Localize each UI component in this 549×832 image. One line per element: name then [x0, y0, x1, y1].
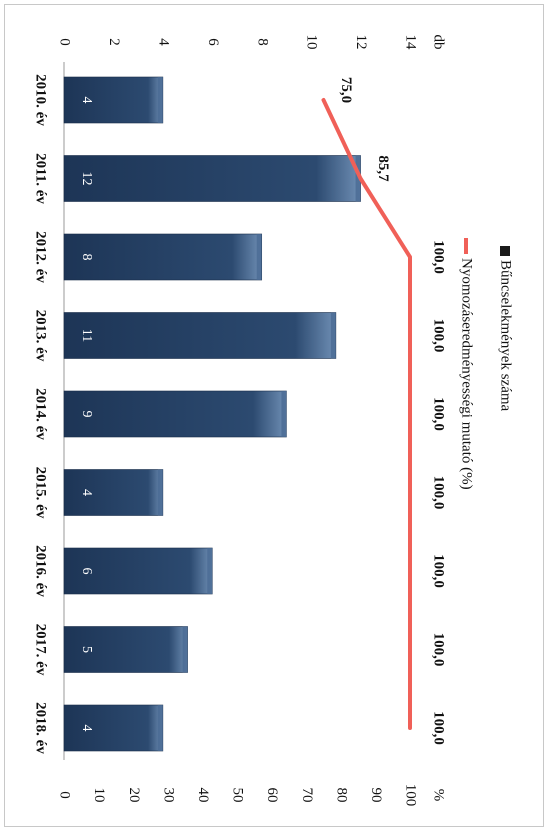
left-axis-tick-label: 4: [155, 38, 171, 46]
bar-end-highlight: [355, 155, 361, 202]
category-label: 2014. év: [33, 388, 49, 440]
bar: [63, 704, 164, 752]
category-label: 2015. év: [33, 467, 49, 519]
bar-end-highlight: [281, 391, 287, 437]
bar: [63, 626, 188, 673]
category-label: 2013. év: [33, 310, 49, 362]
category-label: 2017. év: [33, 624, 49, 676]
bar-value-label: 9: [79, 411, 94, 418]
line-value-label: 100,0: [431, 397, 447, 431]
bar-value-label: 4: [79, 97, 94, 104]
line-value-label: 100,0: [431, 633, 447, 667]
line-value-label: 100,0: [431, 240, 447, 274]
bar-value-label: 8: [79, 254, 94, 261]
left-axis-tick-label: 8: [254, 38, 270, 46]
right-axis-unit: %: [431, 789, 447, 802]
legend-label-bars: Bűncselekmények száma: [498, 260, 514, 412]
bar-value-label: 5: [79, 646, 94, 653]
bar-end-highlight: [157, 77, 163, 123]
legend-swatch-bars: [500, 246, 510, 256]
bar-end-highlight: [330, 312, 336, 359]
left-axis-tick-label: 12: [353, 35, 369, 50]
line-value-label: 100,0: [431, 711, 447, 745]
bar-end-highlight: [207, 548, 213, 594]
bar-value-label: 4: [79, 725, 94, 732]
bar-value-label: 11: [79, 329, 94, 342]
bar-value-label: 12: [79, 172, 94, 186]
bar-end-highlight: [182, 626, 188, 673]
left-axis-tick-label: 2: [106, 38, 122, 46]
line-value-label: 75,0: [338, 77, 354, 103]
bar-value-label: 6: [79, 568, 94, 575]
bar: [63, 469, 164, 516]
left-axis-tick-label: 0: [57, 38, 73, 46]
line-value-label: 100,0: [431, 476, 447, 510]
bar: [63, 76, 164, 124]
line-value-label: 100,0: [431, 319, 447, 353]
left-axis-unit: db: [431, 35, 447, 50]
line-value-label: 85,7: [375, 155, 391, 182]
bar: [63, 312, 337, 359]
bar-end-highlight: [157, 705, 163, 751]
right-axis-tick-label: 20: [126, 788, 142, 803]
right-axis-tick-label: 30: [160, 788, 176, 803]
left-axis-tick-label: 14: [403, 35, 419, 51]
category-label: 2010. év: [33, 74, 49, 126]
line-value-label: 100,0: [431, 554, 447, 588]
legend-label-line: Nyomozáseredményességi mutató (%): [459, 258, 475, 490]
right-axis-tick-label: 10: [91, 788, 107, 803]
category-label: 2011. év: [33, 153, 49, 204]
right-axis-tick-label: 70: [299, 788, 315, 803]
bar-value-label: 4: [79, 489, 94, 496]
bar: [63, 390, 287, 438]
bar: [63, 155, 361, 202]
bar-end-highlight: [256, 234, 262, 280]
category-label: 2012. év: [33, 231, 49, 283]
left-axis-tick-label: 10: [304, 35, 320, 50]
line-series: [321, 98, 412, 730]
right-axis-tick-label: 80: [333, 788, 349, 803]
legend: Bűncselekmények száma Nyomozáseredményess…: [459, 238, 514, 490]
right-axis-tick-label: 0: [57, 791, 73, 799]
category-label: 2018. év: [33, 702, 49, 754]
right-axis-tick-label: 60: [264, 788, 280, 803]
bar: [63, 547, 213, 595]
category-label: 2016. év: [33, 545, 49, 597]
right-axis-tick-label: 100: [403, 784, 419, 807]
right-axis-tick-label: 40: [195, 788, 211, 803]
bar: [63, 233, 263, 281]
right-axis-tick-label: 90: [368, 788, 384, 803]
bar-end-highlight: [157, 469, 163, 516]
left-axis-tick-label: 6: [205, 38, 221, 46]
right-axis-tick-label: 50: [230, 788, 246, 803]
